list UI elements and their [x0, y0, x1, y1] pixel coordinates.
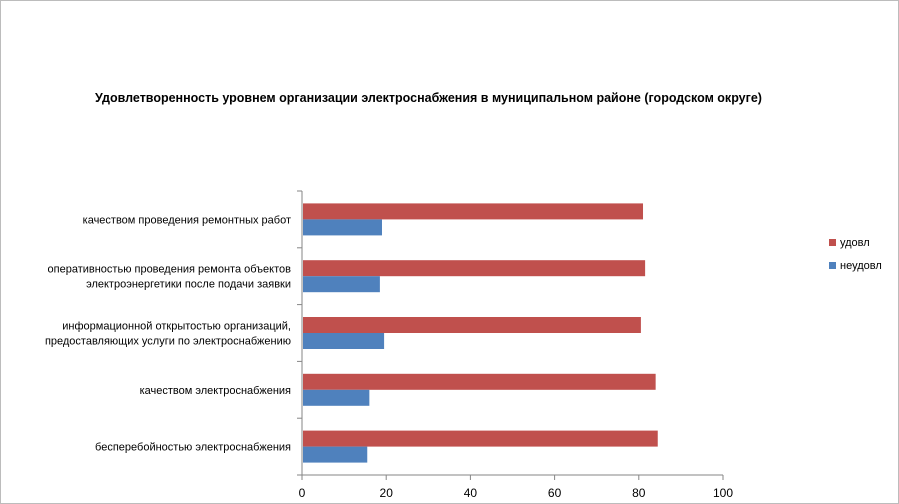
x-tick-label: 80 [632, 486, 646, 500]
x-tick-label: 100 [713, 486, 733, 500]
x-tick-label: 40 [464, 486, 478, 500]
category-label: оперативностью проведения ремонта объект… [48, 264, 292, 276]
category-label: качеством электроснабжения [140, 385, 291, 397]
category-label: качеством проведения ремонтных работ [83, 214, 291, 226]
category-label: бесперебойностью электроснабжения [95, 442, 291, 454]
bar-unsatisfied [303, 333, 385, 349]
bar-satisfied [303, 260, 646, 277]
legend-swatch-satisfied [829, 239, 836, 246]
category-label: информационной открытостью организаций, [62, 321, 291, 333]
category-label: электроэнергетики после подачи заявки [86, 279, 291, 291]
bar-unsatisfied [303, 389, 370, 406]
legend-item-satisfied: удовл [829, 236, 882, 249]
legend-swatch-unsatisfied [829, 262, 836, 269]
legend-item-unsatisfied: неудовл [829, 259, 882, 272]
bar-satisfied [303, 373, 656, 390]
bar-unsatisfied [303, 219, 382, 236]
bar-satisfied [303, 203, 644, 220]
legend-label-unsatisfied: неудовл [840, 259, 882, 272]
x-tick-label: 0 [299, 486, 306, 500]
bar-satisfied [303, 317, 641, 333]
category-label: предоставляющих услуги по электроснабжен… [45, 336, 291, 348]
bar-unsatisfied [303, 276, 380, 293]
bar-unsatisfied [303, 446, 368, 463]
x-tick-label: 20 [380, 486, 394, 500]
legend: удовл неудовл [829, 236, 882, 282]
bar-satisfied [303, 430, 658, 447]
x-tick-label: 60 [548, 486, 562, 500]
legend-label-satisfied: удовл [840, 236, 870, 249]
chart-title: Удовлетворенность уровнем организации эл… [95, 91, 762, 105]
